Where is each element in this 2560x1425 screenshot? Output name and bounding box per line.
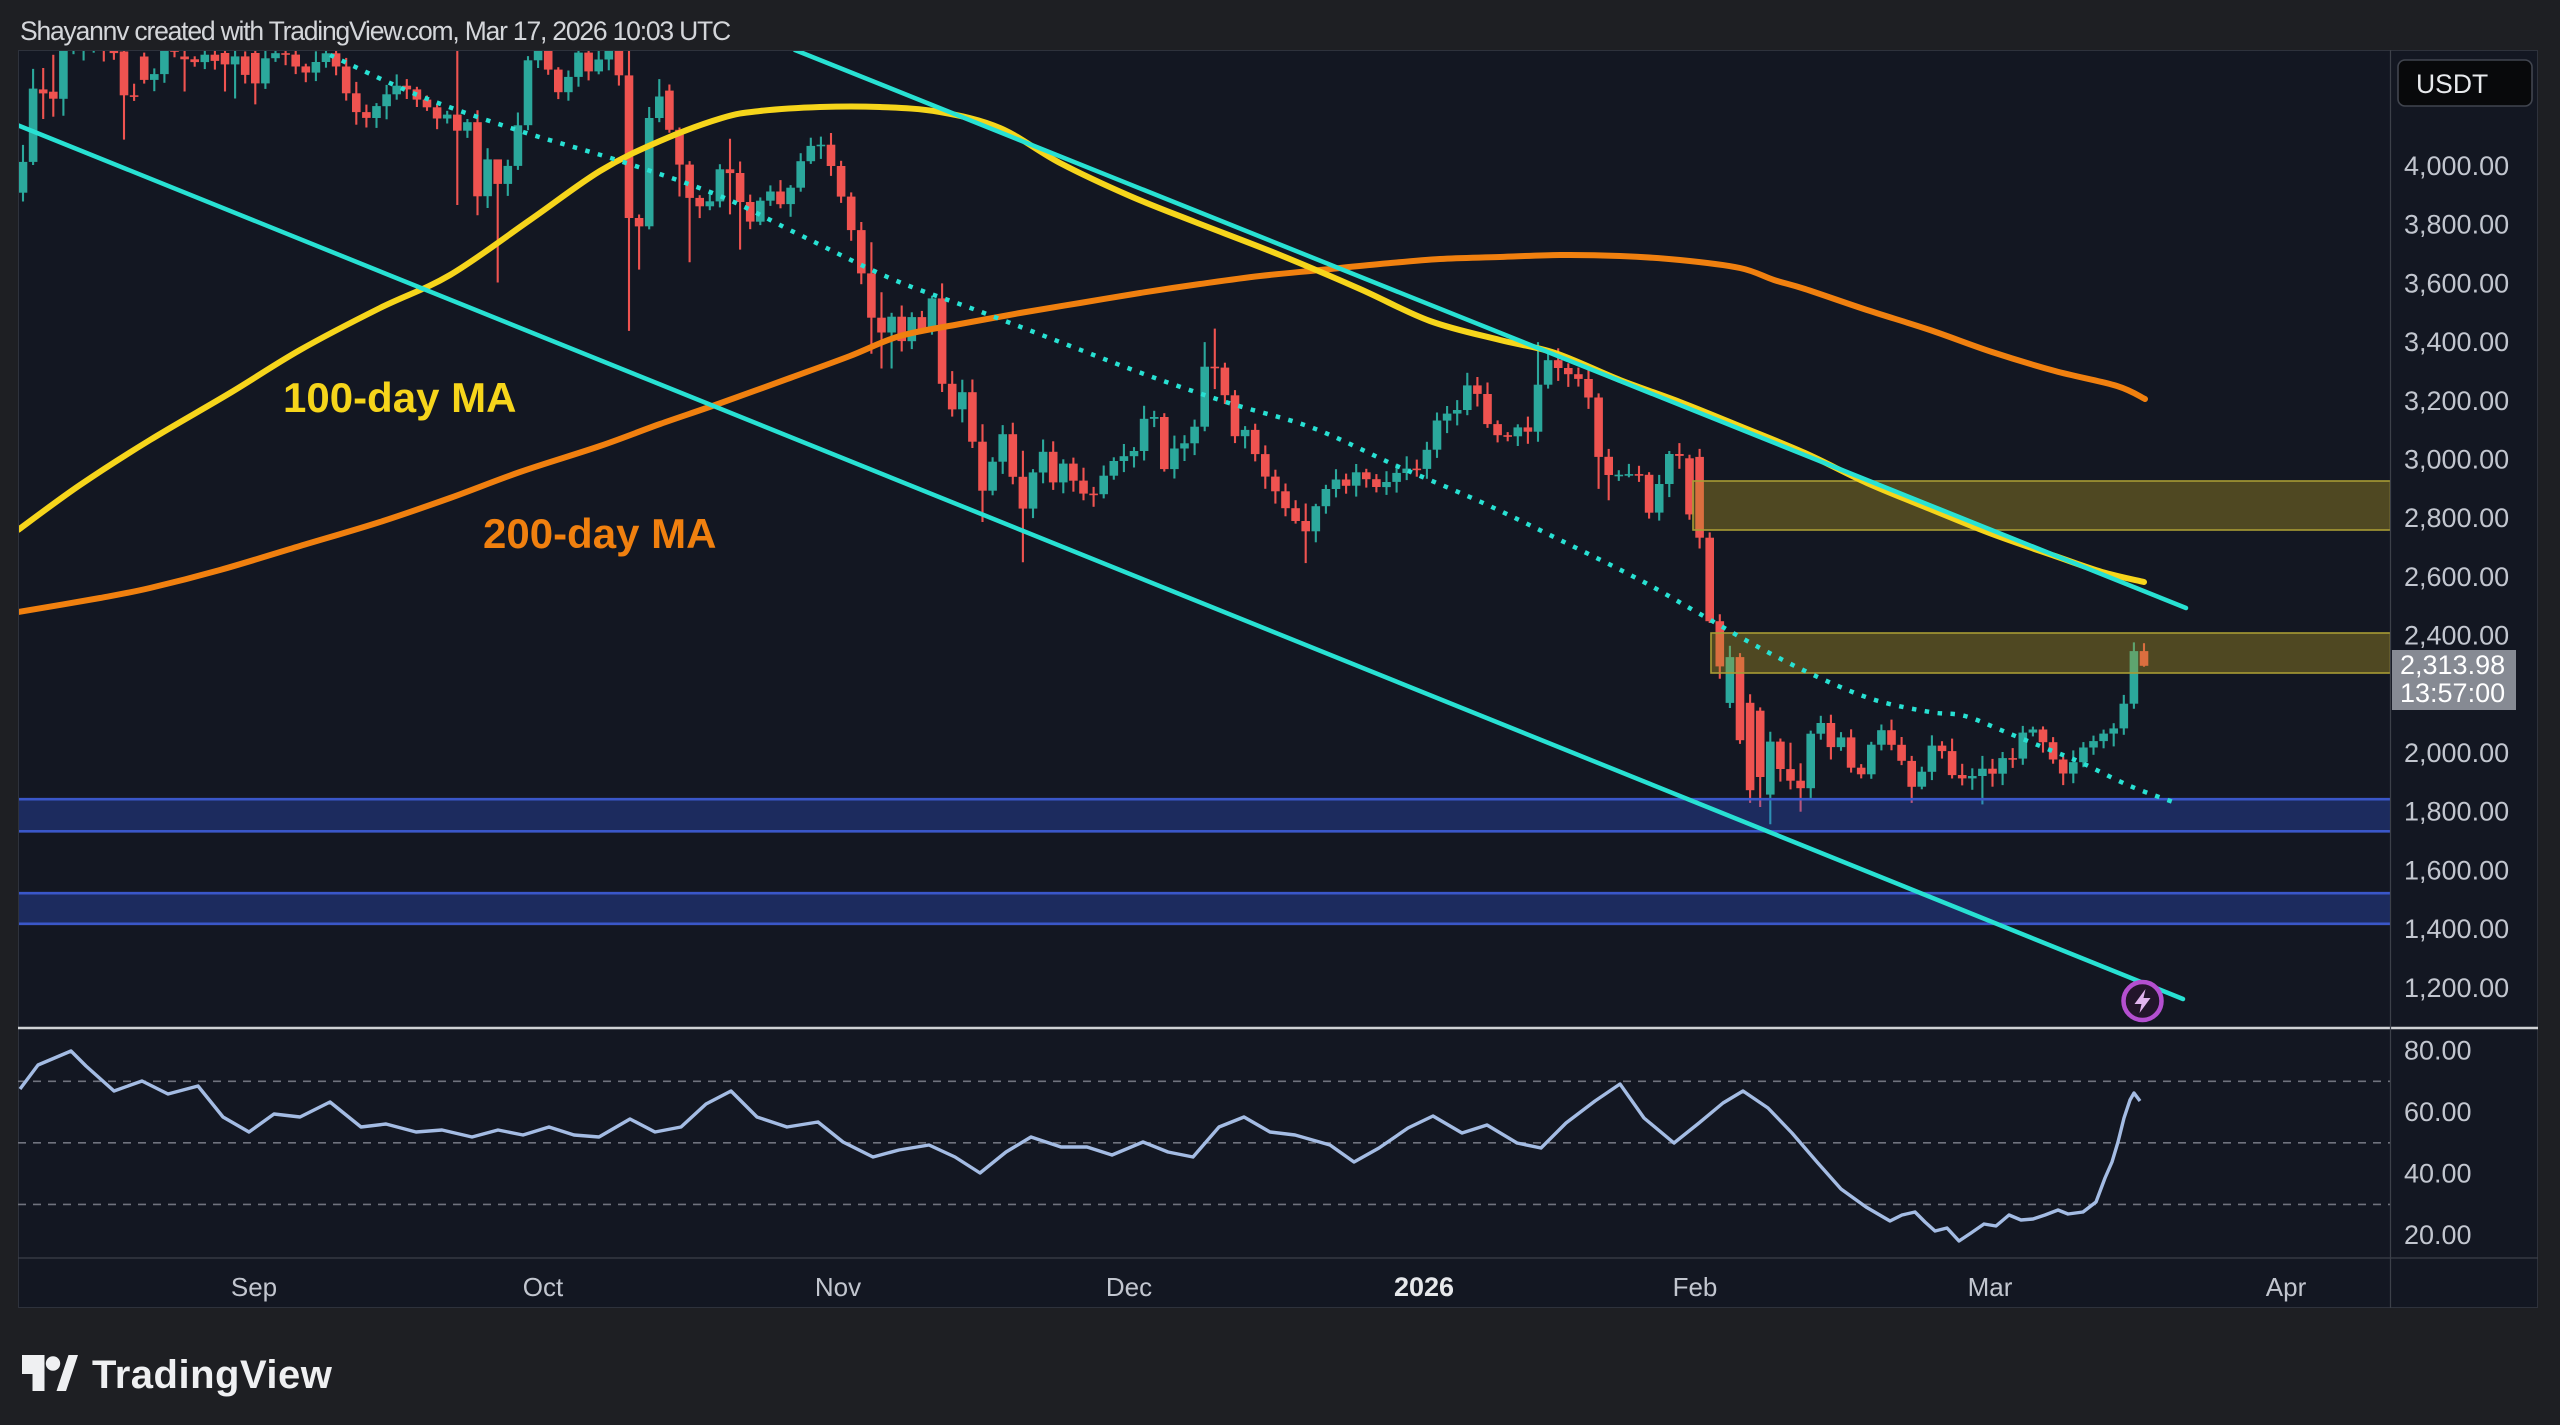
svg-text:3,400.00: 3,400.00 [2404, 327, 2509, 357]
svg-text:2026: 2026 [1394, 1272, 1454, 1302]
svg-text:Shayannv created with TradingV: Shayannv created with TradingView.com, M… [20, 16, 731, 46]
svg-text:1,600.00: 1,600.00 [2404, 855, 2509, 885]
svg-text:40.00: 40.00 [2404, 1159, 2472, 1189]
svg-text:Oct: Oct [523, 1272, 564, 1302]
svg-text:2,000.00: 2,000.00 [2404, 738, 2509, 768]
svg-text:Apr: Apr [2266, 1272, 2307, 1302]
svg-text:3,200.00: 3,200.00 [2404, 386, 2509, 416]
svg-text:100-day MA: 100-day MA [283, 374, 516, 421]
svg-text:60.00: 60.00 [2404, 1097, 2472, 1127]
svg-text:1,200.00: 1,200.00 [2404, 973, 2509, 1003]
svg-text:1,400.00: 1,400.00 [2404, 914, 2509, 944]
svg-text:1,800.00: 1,800.00 [2404, 797, 2509, 827]
svg-text:TradingView: TradingView [92, 1353, 333, 1397]
svg-text:3,600.00: 3,600.00 [2404, 268, 2509, 298]
svg-text:Nov: Nov [815, 1272, 861, 1302]
svg-text:Dec: Dec [1106, 1272, 1152, 1302]
svg-text:2,313.98: 2,313.98 [2400, 650, 2505, 680]
svg-text:4,000.00: 4,000.00 [2404, 151, 2509, 181]
svg-text:2,400.00: 2,400.00 [2404, 621, 2509, 651]
svg-text:20.00: 20.00 [2404, 1220, 2472, 1250]
svg-text:80.00: 80.00 [2404, 1036, 2472, 1066]
svg-text:3,800.00: 3,800.00 [2404, 210, 2509, 240]
svg-text:USDT: USDT [2416, 69, 2488, 99]
svg-text:Sep: Sep [231, 1272, 277, 1302]
svg-text:Mar: Mar [1968, 1272, 2013, 1302]
svg-text:Feb: Feb [1673, 1272, 1718, 1302]
svg-text:13:57:00: 13:57:00 [2400, 678, 2505, 708]
svg-text:2,600.00: 2,600.00 [2404, 562, 2509, 592]
svg-text:2,800.00: 2,800.00 [2404, 503, 2509, 533]
svg-text:3,000.00: 3,000.00 [2404, 445, 2509, 475]
svg-text:200-day MA: 200-day MA [483, 510, 716, 557]
